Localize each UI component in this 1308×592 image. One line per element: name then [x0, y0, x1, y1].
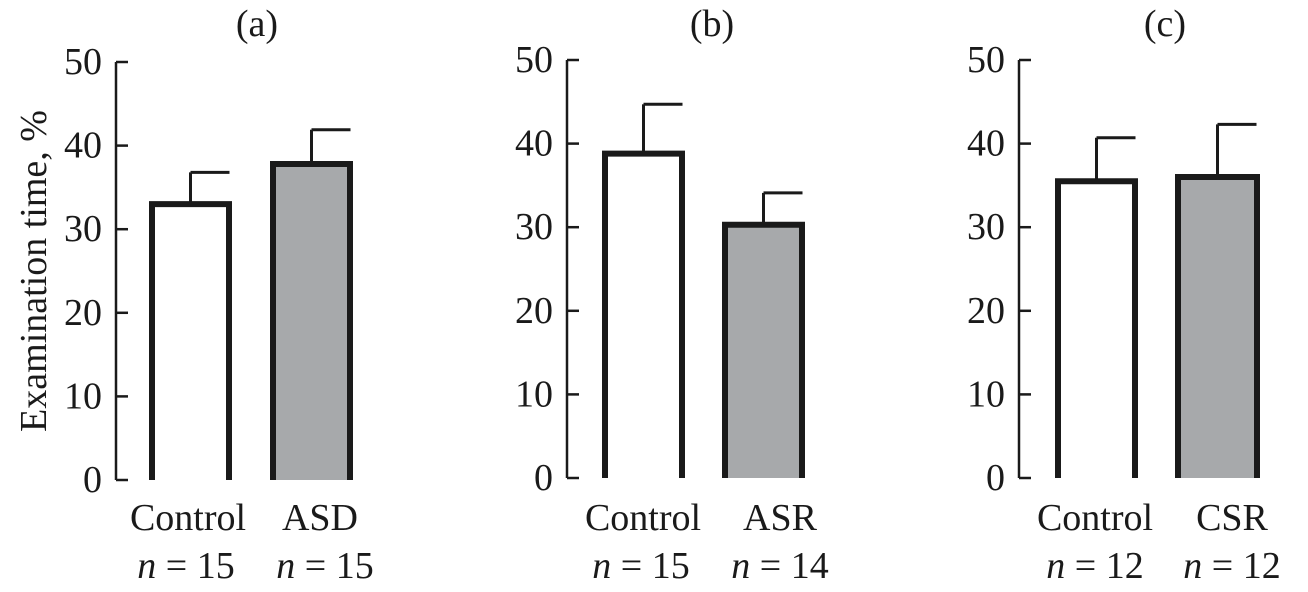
sample-size-label: n = 15	[276, 545, 373, 587]
sample-size-label: n = 15	[137, 545, 234, 587]
category-label: Control	[1037, 497, 1153, 539]
sample-size-label: n = 12	[1046, 545, 1143, 587]
y-tick-label: 30	[515, 206, 553, 248]
category-label: ASD	[282, 497, 358, 539]
y-tick-label: 10	[64, 375, 102, 417]
sample-size-label: n = 14	[731, 545, 828, 587]
bar-control	[602, 150, 685, 478]
panel-title: (c)	[1144, 3, 1186, 45]
y-tick-label: 40	[515, 123, 553, 165]
category-label: CSR	[1196, 497, 1268, 539]
y-tick-label: 40	[64, 125, 102, 167]
sample-size-label: n = 12	[1183, 545, 1280, 587]
bar-asr	[722, 221, 805, 478]
y-tick-label: 20	[515, 290, 553, 332]
y-tick-label: 50	[967, 39, 1005, 81]
bar-csr	[1175, 174, 1260, 478]
y-tick-label: 0	[534, 457, 553, 499]
category-label: ASR	[743, 497, 818, 539]
bar-control	[1055, 178, 1138, 478]
bar-control	[149, 201, 232, 480]
y-tick-label: 30	[967, 206, 1005, 248]
y-tick-label: 10	[967, 373, 1005, 415]
y-tick-label: 20	[64, 292, 102, 334]
chart-panel-1: (a) 0 10 20 30 40 50 Control n = 15 ASD n = 15	[64, 3, 374, 587]
bar-asd	[270, 160, 353, 480]
chart-panel-2: (b) 0 10 20 30 40 50 Control n = 15 ASR n = 14	[515, 3, 829, 587]
chart-panel-3: (c) 0 10 20 30 40 50 Control n = 12 CSR n = 12	[967, 3, 1281, 587]
y-tick-label: 40	[967, 123, 1005, 165]
panel-title: (a)	[236, 3, 278, 45]
y-tick-label: 30	[64, 208, 102, 250]
y-tick-label: 20	[967, 290, 1005, 332]
category-label: Control	[130, 497, 246, 539]
y-tick-label: 50	[64, 41, 102, 83]
y-tick-label: 0	[83, 459, 102, 501]
category-label: Control	[585, 497, 701, 539]
panel-title: (b)	[690, 3, 734, 45]
y-tick-label: 0	[986, 457, 1005, 499]
y-tick-label: 10	[515, 373, 553, 415]
y-tick-label: 50	[515, 39, 553, 81]
y-axis-label: Examination time, %	[13, 110, 55, 432]
sample-size-label: n = 15	[592, 545, 689, 587]
